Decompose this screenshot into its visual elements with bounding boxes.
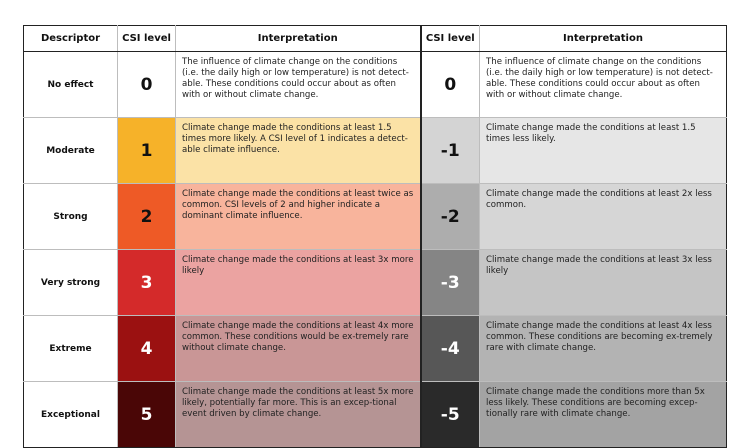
- csi-level-negative-cell: -1: [419, 117, 480, 184]
- descriptor-cell: Exceptional: [23, 381, 118, 448]
- interpretation-cell: The influence of climate change on the c…: [175, 51, 421, 118]
- descriptor-cell: Very strong: [23, 249, 118, 316]
- table-row: Moderate 1 Climate change made the condi…: [23, 117, 727, 184]
- csi-level-cell: 0: [117, 51, 176, 118]
- descriptor-cell: Extreme: [23, 315, 118, 382]
- interpretation-cell: Climate change made the conditions at le…: [175, 117, 421, 184]
- csi-table-container: Descriptor CSI level Interpretation CSI …: [23, 25, 727, 448]
- table-row: Strong 2 Climate change made the conditi…: [23, 183, 727, 250]
- csi-level-cell: 3: [117, 249, 176, 316]
- header-csi-level: CSI level: [117, 25, 176, 52]
- csi-level-negative-cell: 0: [419, 51, 480, 118]
- interpretation-cell: Climate change made the conditions at le…: [175, 315, 421, 382]
- table-row: Extreme 4 Climate change made the condit…: [23, 315, 727, 382]
- header-row: Descriptor CSI level Interpretation CSI …: [23, 25, 727, 52]
- interpretation-negative-cell: Climate change made the conditions more …: [479, 381, 727, 448]
- interpretation-negative-cell: Climate change made the conditions at le…: [479, 315, 727, 382]
- csi-level-negative-cell: -4: [419, 315, 480, 382]
- interpretation-cell: Climate change made the conditions at le…: [175, 249, 421, 316]
- interpretation-negative-cell: Climate change made the conditions at le…: [479, 183, 727, 250]
- descriptor-cell: Strong: [23, 183, 118, 250]
- header-interpretation-negative: Interpretation: [479, 25, 727, 52]
- interpretation-cell: Climate change made the conditions at le…: [175, 183, 421, 250]
- table-row: Exceptional 5 Climate change made the co…: [23, 381, 727, 448]
- interpretation-cell: Climate change made the conditions at le…: [175, 381, 421, 448]
- csi-table: Descriptor CSI level Interpretation CSI …: [23, 25, 727, 448]
- csi-level-cell: 5: [117, 381, 176, 448]
- csi-level-cell: 1: [117, 117, 176, 184]
- csi-level-negative-cell: -3: [419, 249, 480, 316]
- interpretation-negative-cell: Climate change made the conditions at le…: [479, 117, 727, 184]
- descriptor-cell: Moderate: [23, 117, 118, 184]
- header-interpretation: Interpretation: [175, 25, 421, 52]
- interpretation-negative-cell: Climate change made the conditions at le…: [479, 249, 727, 316]
- header-csi-level-negative: CSI level: [419, 25, 480, 52]
- descriptor-cell: No effect: [23, 51, 118, 118]
- csi-level-negative-cell: -2: [419, 183, 480, 250]
- csi-level-cell: 2: [117, 183, 176, 250]
- table-row: No effect 0 The influence of climate cha…: [23, 51, 727, 118]
- interpretation-negative-cell: The influence of climate change on the c…: [479, 51, 727, 118]
- csi-level-cell: 4: [117, 315, 176, 382]
- header-descriptor: Descriptor: [23, 25, 118, 52]
- table-row: Very strong 3 Climate change made the co…: [23, 249, 727, 316]
- csi-level-negative-cell: -5: [419, 381, 480, 448]
